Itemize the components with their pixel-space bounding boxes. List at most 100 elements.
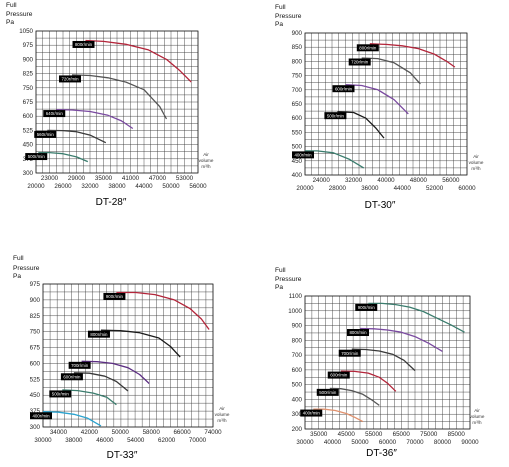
- series-label-tag: [72, 40, 95, 48]
- y-tick-label: 400: [292, 396, 303, 403]
- x-tick-label: 75000: [420, 431, 438, 438]
- x-axis-label: volume: [215, 412, 230, 417]
- series-line: [368, 302, 465, 333]
- chart-panel: 3003754505256006757508259009751050200002…: [6, 2, 214, 208]
- series-label: 800r/min: [75, 42, 93, 47]
- series-label-tag: [292, 151, 314, 159]
- series-label: 600r/min: [330, 373, 348, 378]
- x-tick-label: 54000: [127, 437, 145, 444]
- y-tick-label: 375: [30, 408, 41, 415]
- x-axis-label: volume: [469, 160, 484, 165]
- y-axis-label: Full: [13, 255, 24, 262]
- series-label: 640r/min: [46, 111, 64, 116]
- y-tick-label: 450: [23, 142, 34, 149]
- series-label: 600r/min: [63, 374, 81, 379]
- series-line: [351, 348, 416, 372]
- series-label-tag: [347, 329, 369, 337]
- y-tick-label: 1050: [19, 28, 33, 35]
- series-line: [116, 291, 210, 330]
- y-tick-label: 1000: [288, 308, 302, 315]
- x-tick-label: 28000: [329, 185, 347, 192]
- y-tick-label: 525: [30, 376, 41, 383]
- x-tick-label: 56000: [442, 177, 460, 184]
- x-tick-label: 50000: [112, 429, 130, 436]
- y-axis-label: Full: [275, 4, 286, 11]
- x-tick-label: 44000: [135, 183, 153, 190]
- x-tick-label: 30000: [34, 437, 52, 444]
- series-label: 800r/min: [90, 332, 108, 337]
- chart-panel: 400 450 500 550 600 650 700 750 800 850 900 20000 28…: [275, 4, 484, 211]
- series-line: [361, 57, 421, 85]
- x-tick-label: 41000: [122, 175, 140, 182]
- x-tick-label: 60000: [458, 185, 476, 192]
- series-label: 700r/min: [71, 363, 89, 368]
- x-tick-label: 29000: [68, 175, 86, 182]
- x-tick-label: 74000: [204, 429, 222, 436]
- x-tick-label: 32000: [81, 183, 99, 190]
- y-tick-label: 300: [23, 170, 34, 177]
- series-label-tag: [332, 85, 355, 93]
- series-line: [329, 387, 380, 406]
- y-tick-label: 600: [23, 113, 34, 120]
- y-tick-label: 675: [30, 345, 41, 352]
- series-label: 800r/min: [359, 45, 377, 50]
- series-label: 500r/min: [52, 392, 70, 397]
- y-tick-label: 750: [292, 73, 303, 80]
- x-tick-label: 50000: [162, 183, 180, 190]
- y-tick-label: 825: [23, 71, 34, 78]
- series-label-tag: [59, 75, 81, 83]
- y-tick-label: 750: [23, 85, 34, 92]
- series-label: 600r/min: [335, 86, 353, 91]
- x-tick-label: 30000: [296, 439, 314, 446]
- x-axis-label: m³/h: [217, 418, 227, 423]
- y-tick-label: 600: [292, 367, 303, 374]
- x-axis-label: m³/h: [201, 164, 211, 169]
- y-tick-label: 800: [292, 337, 303, 344]
- series-label-tag: [34, 130, 57, 138]
- x-tick-label: 42000: [81, 429, 99, 436]
- series-label-tag: [25, 153, 48, 161]
- series-label-tag: [43, 110, 66, 118]
- x-tick-label: 34000: [50, 429, 68, 436]
- chart-title: DT-30″: [365, 200, 396, 211]
- x-tick-label: 24000: [313, 177, 331, 184]
- x-tick-label: 40000: [324, 439, 342, 446]
- x-tick-label: 60000: [379, 439, 397, 446]
- y-tick-label: 900: [23, 56, 34, 63]
- y-tick-label: 450: [292, 158, 303, 165]
- y-tick-label: 300: [292, 411, 303, 418]
- x-tick-label: 90000: [461, 439, 479, 446]
- y-tick-label: 450: [30, 392, 41, 399]
- series-line: [42, 411, 102, 427]
- series-label: 400r/min: [294, 152, 312, 157]
- x-tick-label: 44000: [394, 185, 412, 192]
- series-line: [47, 129, 107, 144]
- y-axis-label: Full: [6, 2, 17, 9]
- y-tick-label: 700: [292, 87, 303, 94]
- x-tick-label: 62000: [158, 437, 176, 444]
- series-label: 400r/min: [303, 411, 321, 416]
- x-tick-label: 35000: [95, 175, 113, 182]
- y-axis-label: Pa: [6, 19, 14, 26]
- y-tick-label: 750: [30, 329, 41, 336]
- plot-frame: [42, 283, 214, 428]
- series-label-tag: [60, 373, 83, 381]
- x-axis-label: Air: [219, 406, 225, 411]
- y-axis-label: Pa: [275, 21, 283, 28]
- x-tick-label: 23000: [41, 175, 59, 182]
- x-axis-label: Air: [203, 152, 209, 157]
- y-axis-label: Pressure: [275, 276, 302, 283]
- series-line: [313, 408, 364, 423]
- x-tick-label: 47000: [149, 175, 167, 182]
- y-tick-label: 400: [292, 172, 303, 179]
- x-tick-label: 70000: [189, 437, 207, 444]
- series-label: 500r/min: [28, 154, 46, 159]
- chart-title: DT-33″: [107, 450, 138, 461]
- y-tick-label: 975: [23, 42, 34, 49]
- chart-panel: 200 300 400 500 600 700 800 900 1000 1100 30000 400…: [275, 267, 485, 459]
- y-tick-label: 525: [23, 127, 34, 134]
- series-label-tag: [327, 371, 350, 379]
- series-line: [73, 372, 129, 392]
- y-tick-label: 500: [292, 382, 303, 389]
